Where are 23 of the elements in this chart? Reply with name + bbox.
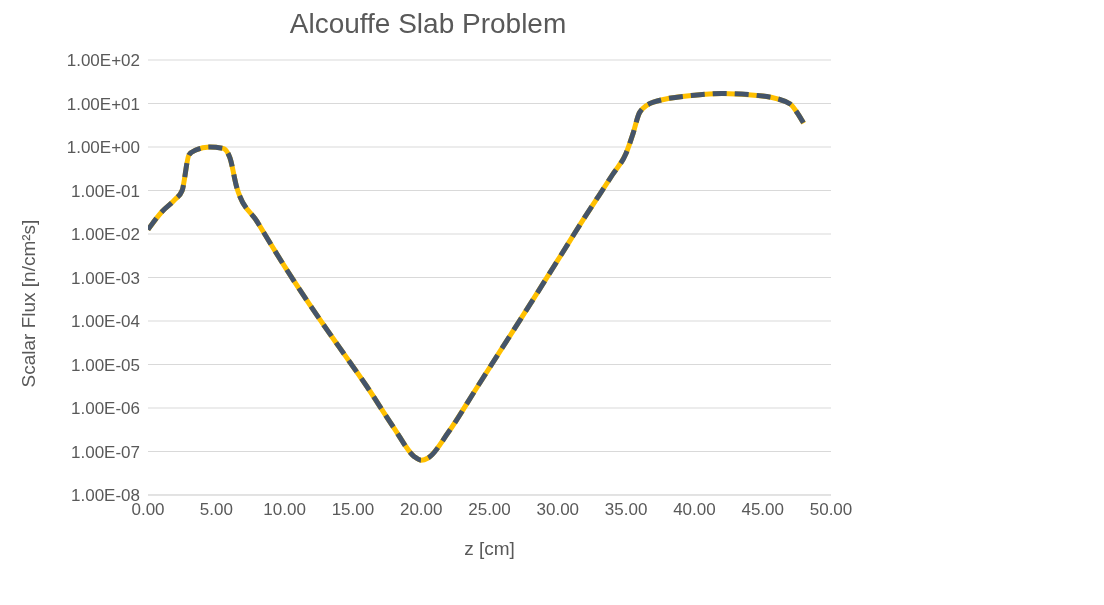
x-tick-label: 15.00 bbox=[331, 500, 375, 520]
x-tick-label: 10.00 bbox=[263, 500, 306, 520]
x-tick-label: 35.00 bbox=[604, 500, 648, 520]
y-tick-label: 1.00E+01 bbox=[66, 94, 140, 114]
y-axis-title: Scalar Flux [n/cm²s] bbox=[17, 219, 39, 388]
y-tick-label: 1.00E-02 bbox=[71, 225, 140, 245]
x-tick-label: 50.00 bbox=[809, 500, 853, 520]
y-tick-label: 1.00E-07 bbox=[71, 442, 140, 462]
x-axis-title: z [cm] bbox=[464, 538, 515, 559]
y-tick-label: 1.00E-06 bbox=[71, 399, 140, 419]
x-tick-label: 45.00 bbox=[741, 500, 784, 520]
chart-title: Alcouffe Slab Problem bbox=[288, 8, 568, 40]
y-tick-label: 1.00E-01 bbox=[71, 181, 140, 201]
x-tick-label: 25.00 bbox=[468, 500, 511, 520]
y-tick-label: 1.00E+02 bbox=[66, 51, 140, 71]
x-tick-label: 30.00 bbox=[536, 500, 580, 520]
y-tick-label: 1.00E-04 bbox=[71, 312, 140, 332]
x-tick-label: 5.00 bbox=[199, 500, 233, 520]
y-tick-label: 1.00E-03 bbox=[71, 268, 140, 288]
y-tick-label: 1.00E+00 bbox=[66, 138, 140, 158]
y-tick-label: 1.00E-05 bbox=[71, 355, 140, 375]
x-tick-label: 40.00 bbox=[673, 500, 716, 520]
x-tick-label: 20.00 bbox=[399, 500, 443, 520]
